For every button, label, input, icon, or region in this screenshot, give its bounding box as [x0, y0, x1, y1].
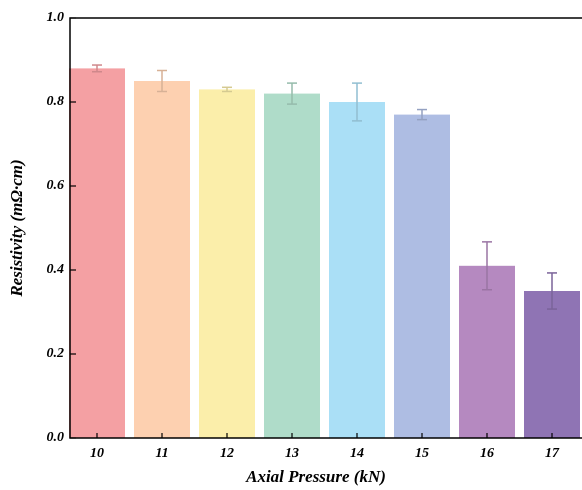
x-tick-label: 10: [90, 446, 104, 461]
x-tick-label: 16: [480, 446, 494, 461]
bar: [394, 114, 450, 438]
bar: [134, 81, 190, 438]
x-tick-label: 14: [350, 446, 364, 461]
y-tick-label: 0.0: [47, 430, 65, 445]
y-tick-label: 0.2: [47, 346, 65, 361]
y-tick-label: 0.4: [47, 262, 65, 277]
bar: [199, 89, 255, 439]
y-axis-title: Resistivity (mΩ·cm): [7, 159, 26, 297]
x-tick-label: 17: [545, 446, 560, 461]
bar: [524, 291, 580, 438]
bar: [264, 93, 320, 438]
x-tick-label: 12: [220, 446, 234, 461]
x-tick-label: 15: [415, 446, 429, 461]
x-tick-label: 11: [155, 446, 168, 461]
y-tick-label: 0.8: [47, 94, 65, 109]
bar: [459, 265, 515, 438]
y-tick-label: 0.6: [47, 178, 65, 193]
x-tick-label: 13: [285, 446, 299, 461]
bar: [69, 68, 125, 439]
y-tick-label: 1.0: [47, 10, 65, 25]
plot-frame: [69, 17, 582, 439]
x-axis-title: Axial Pressure (kN): [245, 467, 386, 486]
bar: [329, 102, 385, 438]
